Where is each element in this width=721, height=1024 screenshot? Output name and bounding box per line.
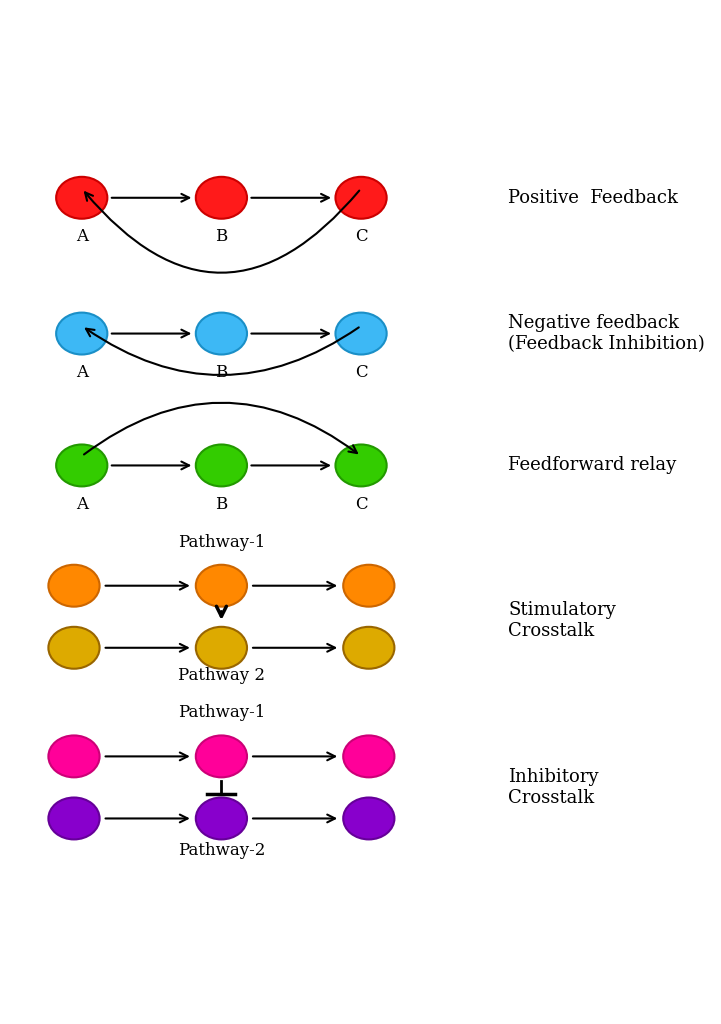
Text: Pathway 2: Pathway 2	[178, 668, 265, 684]
FancyArrowPatch shape	[86, 328, 359, 375]
FancyArrowPatch shape	[84, 402, 357, 455]
Text: Inhibitory
Crosstalk: Inhibitory Crosstalk	[508, 768, 599, 807]
Ellipse shape	[343, 565, 394, 606]
Ellipse shape	[196, 444, 247, 486]
Text: Pathway-1: Pathway-1	[177, 534, 265, 551]
Ellipse shape	[48, 565, 99, 606]
Text: B: B	[216, 364, 228, 381]
Ellipse shape	[56, 177, 107, 219]
Text: A: A	[76, 228, 88, 245]
Ellipse shape	[335, 444, 386, 486]
Text: C: C	[355, 228, 368, 245]
Text: Pathway-1: Pathway-1	[177, 705, 265, 722]
Ellipse shape	[56, 444, 107, 486]
Text: C: C	[355, 364, 368, 381]
Ellipse shape	[48, 627, 99, 669]
Ellipse shape	[343, 798, 394, 840]
Ellipse shape	[196, 735, 247, 777]
Ellipse shape	[56, 312, 107, 354]
Ellipse shape	[48, 798, 99, 840]
Ellipse shape	[335, 177, 386, 219]
Text: Pathway-2: Pathway-2	[177, 842, 265, 859]
Ellipse shape	[343, 627, 394, 669]
Text: C: C	[355, 496, 368, 513]
Ellipse shape	[196, 312, 247, 354]
Ellipse shape	[196, 565, 247, 606]
Text: Feedforward relay: Feedforward relay	[508, 457, 677, 474]
Text: Stimulatory
Crosstalk: Stimulatory Crosstalk	[508, 601, 616, 640]
Ellipse shape	[196, 177, 247, 219]
Ellipse shape	[343, 735, 394, 777]
Text: A: A	[76, 364, 88, 381]
Text: Negative feedback
(Feedback Inhibition): Negative feedback (Feedback Inhibition)	[508, 314, 705, 353]
Text: Positive  Feedback: Positive Feedback	[508, 188, 678, 207]
Text: B: B	[216, 496, 228, 513]
Ellipse shape	[335, 312, 386, 354]
Text: A: A	[76, 496, 88, 513]
Text: B: B	[216, 228, 228, 245]
Ellipse shape	[196, 798, 247, 840]
FancyArrowPatch shape	[85, 190, 359, 272]
Ellipse shape	[48, 735, 99, 777]
Ellipse shape	[196, 627, 247, 669]
